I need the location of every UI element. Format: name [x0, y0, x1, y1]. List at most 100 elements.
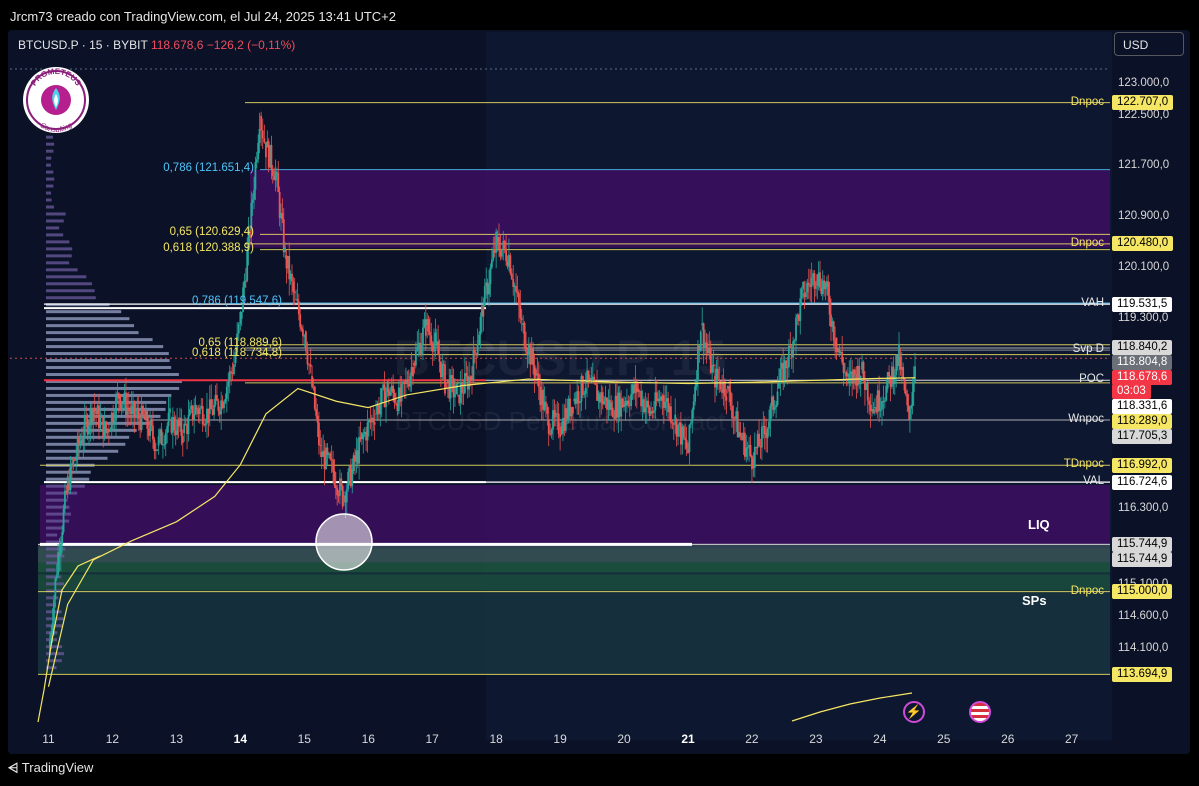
fib-label: 0,65 (120.629,4)	[169, 226, 254, 239]
candle-body	[508, 254, 510, 267]
candle-body	[502, 240, 505, 249]
candle-body	[834, 340, 836, 347]
candle-body	[728, 386, 731, 392]
us-flag-event-icon[interactable]	[969, 701, 991, 723]
candle-body	[431, 345, 434, 352]
candle-body	[402, 381, 404, 385]
candle-body	[596, 384, 598, 401]
time-axis-tick: 24	[873, 732, 887, 746]
candle-body	[105, 421, 107, 434]
candle-body	[570, 407, 573, 417]
candle-body	[194, 404, 197, 415]
volume-profile-bar	[46, 484, 85, 488]
candle-body	[213, 404, 215, 415]
candle-body	[356, 450, 359, 464]
volume-profile-bar	[46, 373, 179, 377]
candle-body	[756, 433, 759, 449]
time-axis-tick: 13	[169, 732, 184, 746]
candle-body	[204, 423, 207, 426]
time-axis-tick: 25	[937, 732, 951, 746]
candle-body	[187, 414, 190, 435]
candle-body	[802, 282, 805, 289]
candle-body	[537, 373, 540, 387]
candle-body	[365, 431, 368, 441]
candle-body	[393, 393, 396, 403]
candle-body	[598, 394, 601, 403]
candle-body	[109, 429, 112, 432]
candle-body	[799, 298, 802, 321]
price-level-tag: 115.000,0	[1112, 584, 1173, 600]
candle-body	[837, 348, 839, 353]
candle-body	[362, 434, 365, 440]
candle-body	[380, 388, 383, 404]
candle-body	[692, 401, 695, 410]
vwap-line	[47, 377, 916, 687]
lightning-event-icon[interactable]: ⚡	[903, 701, 925, 723]
candle-body	[533, 365, 536, 378]
author-credit: Jrcm73 creado con TradingView.com, el Ju…	[10, 9, 397, 24]
candle-body	[532, 348, 534, 366]
candle-body	[383, 384, 386, 408]
candle-body	[254, 162, 257, 190]
candle-body	[739, 432, 742, 436]
candle-body	[567, 398, 570, 419]
last-price: 118.678,6	[150, 38, 204, 52]
candle-body	[618, 392, 621, 417]
candle-body	[355, 450, 358, 462]
currency-button[interactable]: USD	[1114, 32, 1184, 56]
candle-body	[838, 348, 841, 353]
candle-body	[285, 255, 288, 269]
candle-body	[584, 388, 587, 394]
candle-body	[821, 280, 824, 295]
candle-body	[746, 447, 749, 449]
candle-body	[281, 213, 284, 220]
candle-body	[419, 342, 422, 355]
zone-LIQ	[40, 485, 1110, 545]
candle-body	[257, 142, 260, 160]
candle-body	[770, 396, 773, 406]
candle-body	[322, 450, 325, 457]
candle-body	[677, 425, 679, 437]
candle-body	[473, 349, 476, 354]
candle-body	[103, 421, 106, 439]
candle-body	[745, 447, 748, 457]
candle-body	[127, 407, 130, 411]
candle-body	[527, 345, 530, 356]
candle-body	[668, 406, 671, 413]
symbol-legend[interactable]: BTCUSD.P · 15 · BYBIT 118.678,6 −126,2 (…	[18, 38, 295, 52]
volume-profile-bar	[46, 219, 64, 223]
candle-body	[523, 322, 526, 347]
candle-body	[725, 396, 728, 401]
candle-body	[530, 348, 533, 365]
candle-body	[423, 319, 426, 328]
candle-body	[630, 394, 633, 406]
candle-body	[58, 553, 61, 556]
candle-body	[261, 130, 264, 139]
candle-body	[645, 400, 648, 408]
candle-body	[709, 347, 712, 373]
candle-body	[347, 471, 350, 490]
candle-body	[358, 436, 361, 464]
candle-body	[139, 418, 142, 431]
candle-body	[633, 384, 635, 394]
level-name: Dnpoc	[1070, 584, 1104, 597]
candle-body	[125, 392, 127, 416]
candle-body	[610, 402, 613, 410]
volume-profile-bar	[46, 561, 60, 565]
prometeus-logo: PROMETEUS Consulting	[23, 67, 89, 134]
candle-body	[912, 382, 915, 392]
candle-body	[327, 453, 330, 455]
fib-label: 0,65 (118.889,6)	[198, 336, 282, 349]
candle-body	[672, 423, 675, 425]
candle-body	[83, 416, 86, 439]
candle-body	[410, 367, 413, 376]
candle-body	[670, 406, 672, 423]
candle-body	[116, 393, 119, 397]
candle-body	[493, 249, 496, 253]
candle-body	[706, 347, 709, 354]
candle-body	[540, 389, 543, 405]
volume-profile-bar	[46, 247, 73, 251]
candle-body	[273, 175, 276, 181]
candle-body	[606, 397, 608, 410]
